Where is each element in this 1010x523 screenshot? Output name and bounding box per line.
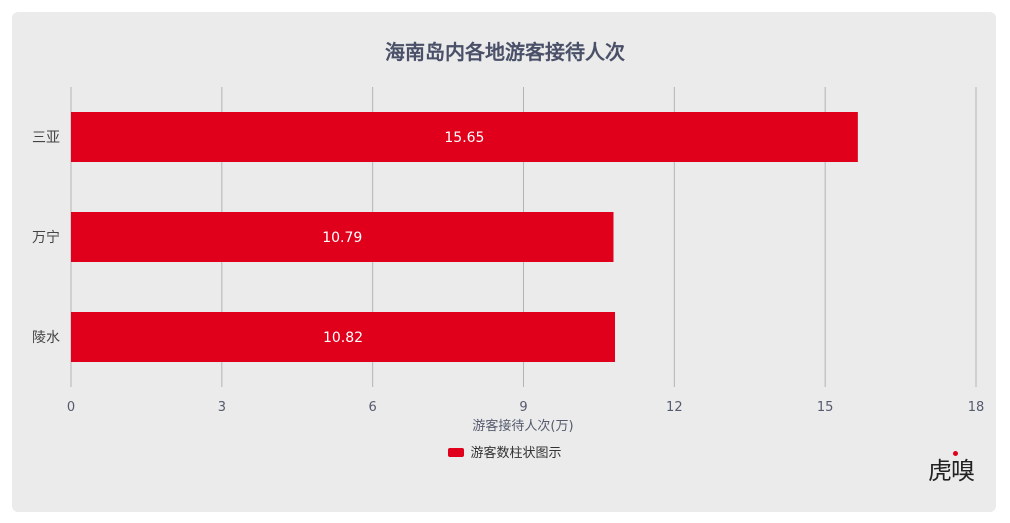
bar bbox=[71, 212, 614, 262]
x-tick-label: 12 bbox=[666, 400, 683, 415]
category-label: 三亚 bbox=[32, 130, 60, 146]
legend[interactable]: 游客数柱状图示 bbox=[0, 442, 1010, 461]
x-tick-label: 0 bbox=[67, 400, 75, 415]
legend-label: 游客数柱状图示 bbox=[470, 446, 562, 461]
x-tick-label: 6 bbox=[369, 400, 377, 415]
logo-text: 虎嗅 bbox=[928, 457, 975, 485]
category-label: 陵水 bbox=[32, 330, 60, 346]
chart-title: 海南岛内各地游客接待人次 bbox=[385, 40, 625, 64]
x-tick-label: 18 bbox=[968, 400, 985, 415]
data-label: 10.79 bbox=[322, 230, 362, 246]
x-tick-label: 3 bbox=[218, 400, 226, 415]
bar bbox=[71, 312, 616, 362]
logo-dot bbox=[953, 451, 958, 456]
data-label: 15.65 bbox=[444, 130, 484, 146]
x-axis-title: 游客接待人次(万) bbox=[472, 418, 573, 434]
category-label: 万宁 bbox=[32, 229, 60, 246]
logo: 虎嗅 bbox=[928, 451, 975, 486]
legend-swatch bbox=[448, 448, 465, 457]
x-tick-label: 15 bbox=[817, 400, 834, 415]
bar bbox=[71, 112, 858, 162]
data-label: 10.82 bbox=[323, 330, 363, 346]
x-tick-label: 9 bbox=[519, 400, 527, 415]
